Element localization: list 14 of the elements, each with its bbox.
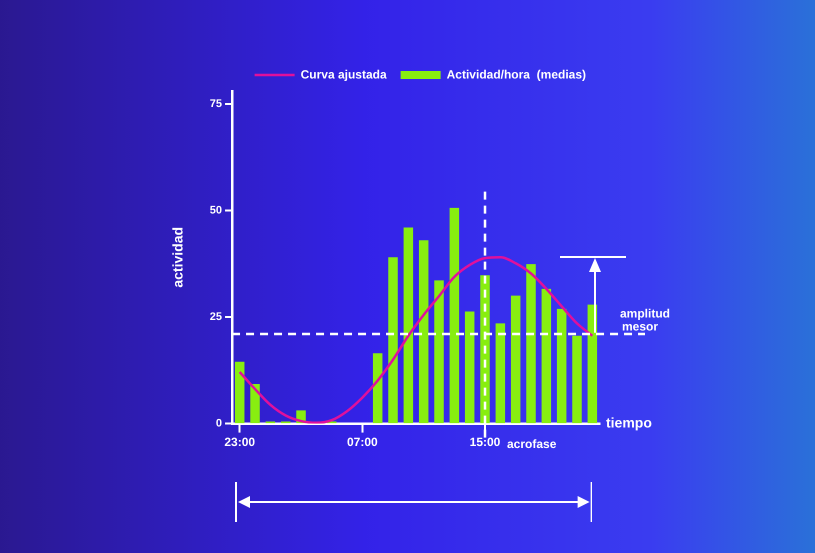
- x-tick-label: 23:00: [224, 435, 256, 450]
- x-axis-title: tiempo: [606, 414, 652, 430]
- x-tick-label: 07:00: [347, 435, 378, 450]
- ref-line-label: mesor: [622, 319, 658, 334]
- y-tick-label: 0: [216, 418, 222, 430]
- y-tick-label: 25: [210, 311, 222, 324]
- legend-label: Curva ajustada: [300, 67, 387, 82]
- y-axis-title: actividad: [169, 226, 186, 288]
- ref-line-label: acrofase: [507, 436, 557, 451]
- text: amplitud: [620, 306, 670, 320]
- y-tick-label: 75: [210, 98, 222, 110]
- legend-label: Actividad/hora (medias): [446, 67, 586, 82]
- y-tick-label: 50: [210, 204, 222, 216]
- x-tick-label: 15:00: [470, 435, 501, 450]
